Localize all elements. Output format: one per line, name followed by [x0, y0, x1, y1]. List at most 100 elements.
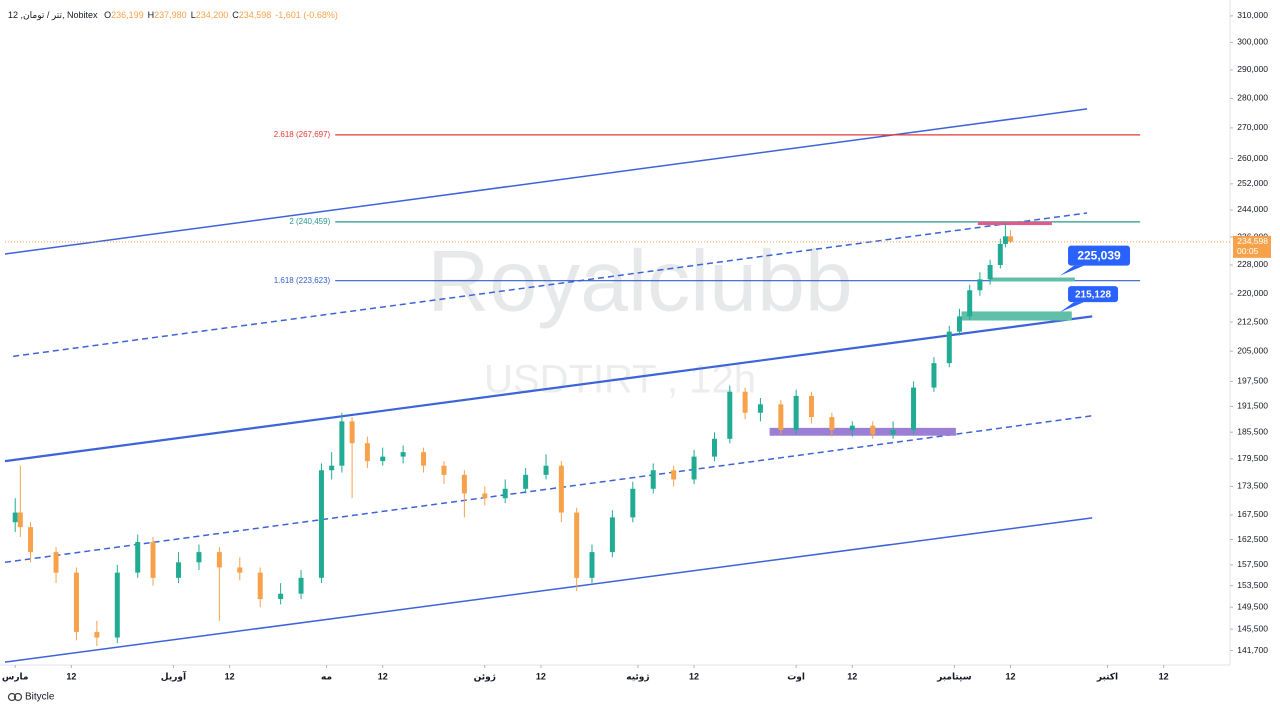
- y-tick-label: 185,500: [1237, 426, 1268, 436]
- y-tick-label: 300,000: [1237, 37, 1268, 47]
- y-tick-label: 153,500: [1237, 580, 1268, 590]
- candle-body: [829, 417, 835, 431]
- y-tick-label: 228,000: [1237, 259, 1268, 269]
- candle-body: [956, 316, 962, 332]
- candle-body: [671, 470, 677, 480]
- candle-body: [441, 465, 447, 475]
- callout-label: 215,128: [1075, 290, 1112, 301]
- candle-body: [349, 421, 355, 444]
- x-tick-label: 12: [1159, 671, 1169, 681]
- y-tick-label: 167,500: [1237, 509, 1268, 519]
- candle-body: [711, 438, 717, 457]
- price-tag: [1233, 235, 1271, 258]
- callout-box: [1068, 286, 1119, 303]
- candle-body: [650, 470, 656, 489]
- x-tick-label: 12: [689, 671, 699, 681]
- trendline: [4, 517, 1093, 663]
- candle-body: [967, 290, 973, 317]
- candle-body: [727, 391, 733, 439]
- x-tick-label: سپتامبر: [936, 671, 972, 682]
- trendline: [4, 415, 1093, 564]
- candle-body: [609, 517, 615, 553]
- y-tick-label: 220,000: [1237, 288, 1268, 298]
- ohlc-key: O: [104, 10, 111, 20]
- callout-box: [1068, 245, 1131, 266]
- y-tick-label: 252,000: [1237, 178, 1268, 188]
- callout-pointer: [1060, 265, 1085, 276]
- candle-body: [987, 264, 993, 280]
- y-tick-label: 197,500: [1237, 376, 1268, 386]
- ohlc-key: C: [232, 10, 239, 20]
- fib-label: 2.618 (267,697): [274, 130, 331, 139]
- candle-body: [691, 456, 697, 480]
- y-tick-label: 173,500: [1237, 481, 1268, 491]
- x-tick-label: مه: [321, 671, 332, 681]
- x-tick-label: اوت: [787, 671, 805, 682]
- candle-body: [1008, 236, 1014, 242]
- fib-label: 2 (240,459): [289, 217, 330, 226]
- candle-body: [421, 452, 427, 466]
- y-tick-label: 205,000: [1237, 345, 1268, 355]
- x-tick-label: 12: [225, 671, 235, 681]
- candle-body: [318, 470, 324, 578]
- ohlc-key: L: [191, 10, 196, 20]
- candle-body: [278, 593, 284, 600]
- header: تتر / تومان, 12, Nobitex O236,199 H237,98…: [8, 10, 338, 20]
- x-tick-label: 12: [66, 671, 76, 681]
- y-tick-label: 280,000: [1237, 93, 1268, 103]
- footer: Bitycle: [25, 692, 55, 703]
- price-tag-timer: 00:05: [1237, 246, 1259, 256]
- ohlc-value: 236,199: [111, 10, 144, 20]
- y-tick-label: 310,000: [1237, 10, 1268, 20]
- trendline: [4, 108, 1088, 255]
- callout-label: 225,039: [1077, 249, 1121, 263]
- symbol: تتر / تومان, 12, Nobitex: [8, 10, 98, 20]
- candle-body: [114, 572, 120, 638]
- candle-body: [589, 552, 595, 578]
- zone: [769, 427, 956, 436]
- candle-body: [523, 474, 529, 489]
- candle-body: [196, 552, 202, 563]
- y-tick-label: 290,000: [1237, 64, 1268, 74]
- candle-body: [380, 456, 386, 462]
- footer-logo: [7, 692, 23, 702]
- candle-body: [216, 552, 222, 568]
- candle-body: [400, 452, 406, 457]
- candle-body: [94, 631, 100, 638]
- x-tick-label: ژوئیه: [626, 671, 649, 682]
- candle-body: [364, 443, 370, 462]
- y-tick-label: 162,500: [1237, 534, 1268, 544]
- space: [98, 10, 101, 20]
- candle-body: [808, 395, 814, 418]
- watermark: Royalclubb: [427, 234, 852, 330]
- y-tick-label: 157,500: [1237, 559, 1268, 569]
- y-tick-label: 244,000: [1237, 204, 1268, 214]
- candle-body: [176, 562, 182, 578]
- candle-body: [574, 512, 580, 578]
- candle-body: [997, 243, 1003, 265]
- y-tick-label: 145,500: [1237, 623, 1268, 633]
- zone: [989, 277, 1075, 282]
- candle-body: [849, 425, 855, 431]
- x-tick-label: 12: [536, 671, 546, 681]
- zone: [977, 221, 1052, 226]
- trendline: [13, 212, 1088, 358]
- y-tick-label: 260,000: [1237, 153, 1268, 163]
- fib-label: 1.618 (223,623): [274, 276, 331, 285]
- y-tick-label: 270,000: [1237, 122, 1268, 132]
- candle-body: [237, 567, 243, 573]
- candle-body: [502, 488, 508, 499]
- x-tick-label: 12: [378, 671, 388, 681]
- y-tick-label: 191,500: [1237, 401, 1268, 411]
- x-tick-label: 12: [847, 671, 857, 681]
- candle-body: [977, 279, 983, 291]
- zone: [961, 311, 1072, 321]
- ohlc-value: 234,200: [196, 10, 229, 20]
- price-tag-label: 234,598: [1237, 236, 1268, 246]
- candle-body: [742, 391, 748, 413]
- candle-body: [870, 425, 876, 435]
- x-tick-label: ژوئن: [474, 671, 496, 682]
- candle-body: [778, 404, 784, 431]
- candle-body: [1002, 236, 1008, 244]
